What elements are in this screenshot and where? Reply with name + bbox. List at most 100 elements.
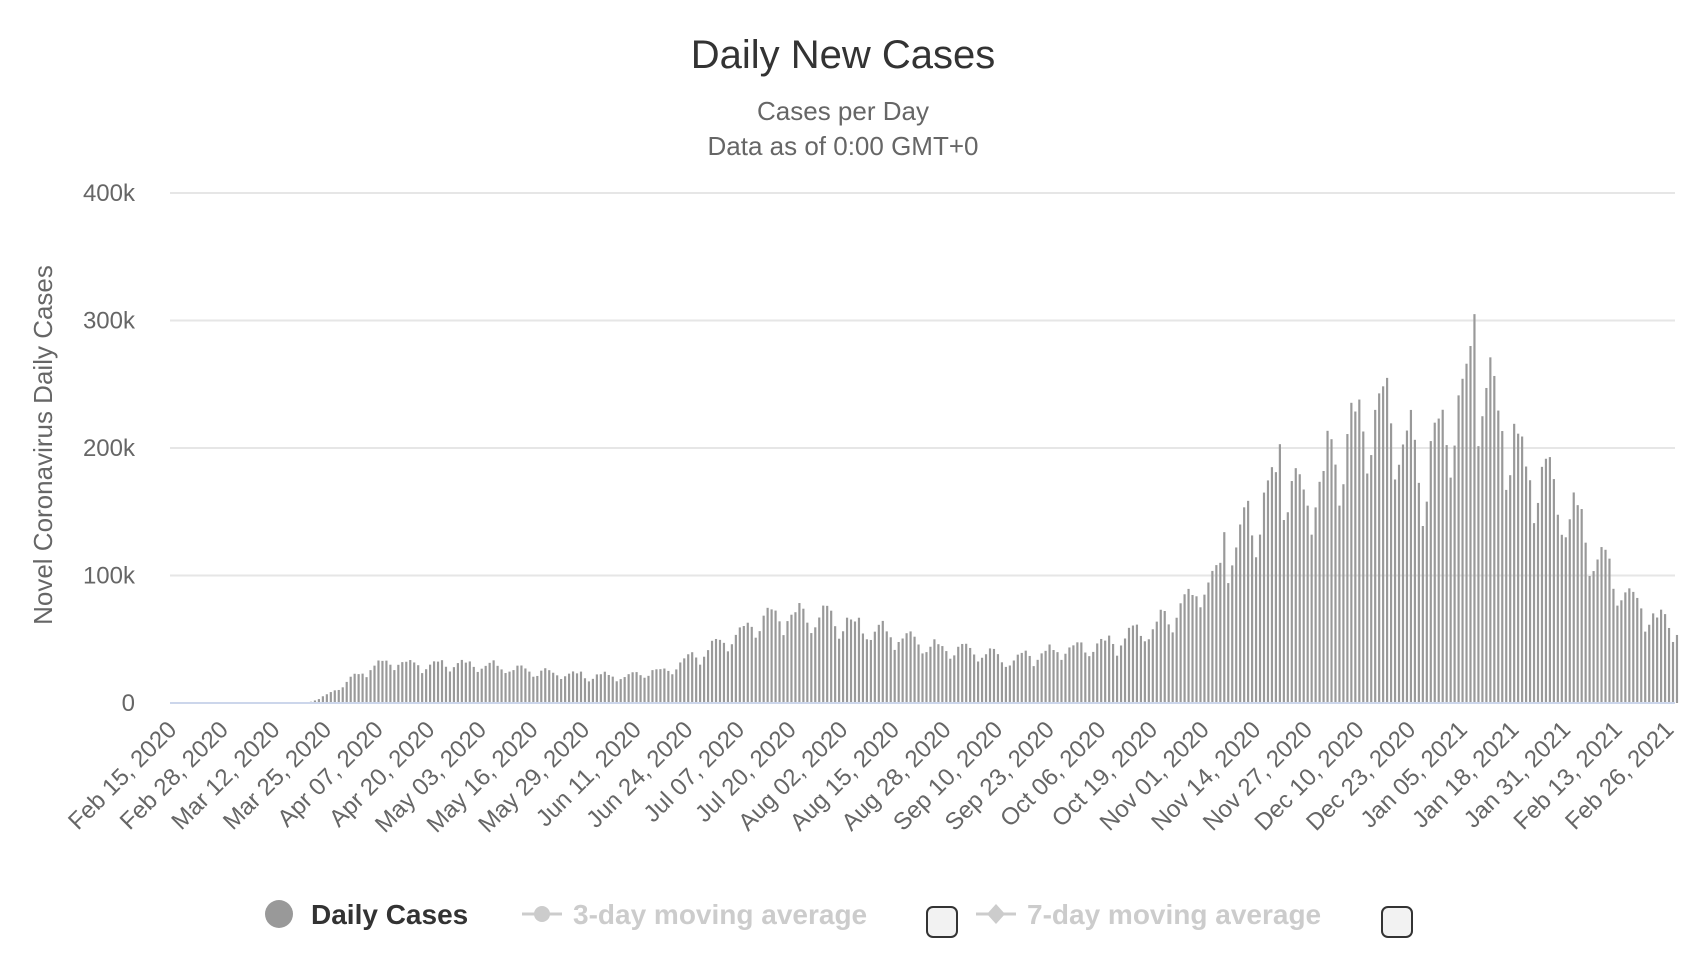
daily-cases-bar[interactable] bbox=[806, 622, 809, 703]
daily-cases-bar[interactable] bbox=[675, 669, 678, 703]
daily-cases-bar[interactable] bbox=[1342, 484, 1345, 703]
daily-cases-bar[interactable] bbox=[1139, 635, 1142, 703]
daily-cases-bar[interactable] bbox=[1175, 617, 1178, 703]
daily-cases-bar[interactable] bbox=[909, 631, 912, 703]
daily-cases-bar[interactable] bbox=[639, 675, 642, 703]
daily-cases-bar[interactable] bbox=[933, 639, 936, 703]
daily-cases-bar[interactable] bbox=[1072, 645, 1075, 703]
daily-cases-bar[interactable] bbox=[710, 640, 714, 703]
daily-cases-bar[interactable] bbox=[1429, 441, 1432, 703]
daily-cases-bar[interactable] bbox=[1477, 446, 1480, 703]
daily-cases-bar[interactable] bbox=[1501, 431, 1504, 703]
daily-cases-bar[interactable] bbox=[317, 699, 320, 703]
daily-cases-bar[interactable] bbox=[1624, 592, 1627, 703]
daily-cases-bar[interactable] bbox=[683, 658, 686, 703]
daily-cases-bar[interactable] bbox=[345, 681, 348, 703]
daily-cases-bar[interactable] bbox=[1644, 631, 1647, 703]
daily-cases-bar[interactable] bbox=[504, 673, 507, 703]
daily-cases-bar[interactable] bbox=[492, 660, 495, 703]
daily-cases-bar[interactable] bbox=[1568, 519, 1571, 703]
daily-cases-bar[interactable] bbox=[341, 687, 344, 703]
daily-cases-bar[interactable] bbox=[774, 610, 777, 703]
daily-cases-bar[interactable] bbox=[1127, 627, 1131, 703]
daily-cases-bar[interactable] bbox=[1671, 641, 1675, 703]
daily-cases-bar[interactable] bbox=[464, 662, 467, 703]
daily-cases-bar[interactable] bbox=[1386, 377, 1389, 704]
daily-cases-bar[interactable] bbox=[1123, 638, 1127, 704]
daily-cases-bar[interactable] bbox=[484, 665, 487, 703]
daily-cases-bar[interactable] bbox=[1576, 505, 1579, 703]
daily-cases-bar[interactable] bbox=[369, 670, 372, 703]
daily-cases-bar[interactable] bbox=[1004, 666, 1007, 703]
daily-cases-bar[interactable] bbox=[810, 633, 813, 703]
daily-cases-bar[interactable] bbox=[1084, 652, 1087, 703]
daily-cases-bar[interactable] bbox=[377, 660, 380, 703]
daily-cases-bar[interactable] bbox=[643, 677, 646, 703]
daily-cases-bar[interactable] bbox=[571, 671, 575, 703]
daily-cases-bar[interactable] bbox=[901, 638, 904, 704]
daily-cases-bar[interactable] bbox=[1513, 423, 1516, 703]
daily-cases-bar[interactable] bbox=[401, 662, 404, 703]
daily-cases-bar[interactable] bbox=[945, 651, 948, 703]
daily-cases-bar[interactable] bbox=[599, 674, 602, 703]
daily-cases-bar[interactable] bbox=[456, 663, 459, 703]
daily-cases-bar[interactable] bbox=[726, 651, 730, 703]
daily-cases-bar[interactable] bbox=[977, 661, 980, 703]
daily-cases-bar[interactable] bbox=[1338, 505, 1341, 703]
daily-cases-bar[interactable] bbox=[1648, 624, 1651, 703]
daily-cases-bar[interactable] bbox=[1286, 512, 1289, 703]
daily-cases-bar[interactable] bbox=[1115, 655, 1119, 703]
daily-cases-bar[interactable] bbox=[1310, 534, 1313, 703]
daily-cases-bar[interactable] bbox=[1258, 534, 1262, 703]
daily-cases-bar[interactable] bbox=[917, 644, 920, 703]
daily-cases-bar[interactable] bbox=[921, 653, 924, 703]
daily-cases-bar[interactable] bbox=[1024, 650, 1027, 703]
daily-cases-bar[interactable] bbox=[1354, 411, 1357, 703]
daily-cases-bar[interactable] bbox=[1663, 614, 1667, 703]
daily-cases-bar[interactable] bbox=[1247, 500, 1250, 703]
daily-cases-bar[interactable] bbox=[1413, 439, 1416, 703]
daily-cases-bar[interactable] bbox=[671, 674, 674, 703]
daily-cases-bar[interactable] bbox=[1358, 399, 1361, 703]
daily-cases-bar[interactable] bbox=[1481, 416, 1484, 703]
daily-cases-bar[interactable] bbox=[313, 700, 317, 703]
daily-cases-bar[interactable] bbox=[853, 621, 857, 703]
daily-cases-bar[interactable] bbox=[397, 664, 400, 703]
daily-cases-bar[interactable] bbox=[826, 605, 829, 703]
daily-cases-bar[interactable] bbox=[1266, 480, 1270, 703]
daily-cases-bar[interactable] bbox=[1652, 613, 1655, 703]
daily-cases-bar[interactable] bbox=[996, 654, 1000, 703]
daily-cases-bar[interactable] bbox=[1374, 409, 1377, 703]
daily-cases-bar[interactable] bbox=[1592, 571, 1595, 703]
daily-cases-bar[interactable] bbox=[1600, 547, 1603, 703]
daily-cases-bar[interactable] bbox=[480, 668, 483, 703]
daily-cases-bar[interactable] bbox=[762, 615, 765, 703]
daily-cases-bar[interactable] bbox=[941, 646, 944, 703]
daily-cases-bar[interactable] bbox=[1278, 444, 1281, 703]
daily-cases-bar[interactable] bbox=[528, 671, 531, 703]
daily-cases-bar[interactable] bbox=[329, 692, 332, 703]
daily-cases-bar[interactable] bbox=[1370, 455, 1373, 703]
daily-cases-bar[interactable] bbox=[548, 670, 551, 703]
daily-cases-bar[interactable] bbox=[778, 621, 781, 703]
daily-cases-bar[interactable] bbox=[1092, 651, 1095, 703]
daily-cases-bar[interactable] bbox=[1489, 357, 1492, 703]
daily-cases-bar[interactable] bbox=[1457, 395, 1460, 703]
daily-cases-bar[interactable] bbox=[321, 696, 324, 703]
daily-cases-bar[interactable] bbox=[814, 627, 817, 703]
daily-cases-bar[interactable] bbox=[679, 662, 682, 703]
daily-cases-bar[interactable] bbox=[476, 671, 479, 703]
daily-cases-bar[interactable] bbox=[373, 665, 376, 703]
daily-cases-bar[interactable] bbox=[429, 664, 432, 703]
daily-cases-bar[interactable] bbox=[1254, 557, 1258, 703]
daily-cases-bar[interactable] bbox=[889, 637, 892, 703]
daily-cases-bar[interactable] bbox=[591, 678, 594, 703]
daily-cases-bar[interactable] bbox=[1227, 583, 1230, 703]
daily-cases-bar[interactable] bbox=[651, 670, 654, 703]
daily-cases-bar[interactable] bbox=[1318, 481, 1321, 703]
daily-cases-bar[interactable] bbox=[1469, 346, 1472, 703]
daily-cases-bar[interactable] bbox=[718, 639, 722, 703]
daily-cases-bar[interactable] bbox=[1036, 659, 1039, 703]
daily-cases-bar[interactable] bbox=[754, 637, 757, 703]
daily-cases-bar[interactable] bbox=[738, 627, 741, 703]
